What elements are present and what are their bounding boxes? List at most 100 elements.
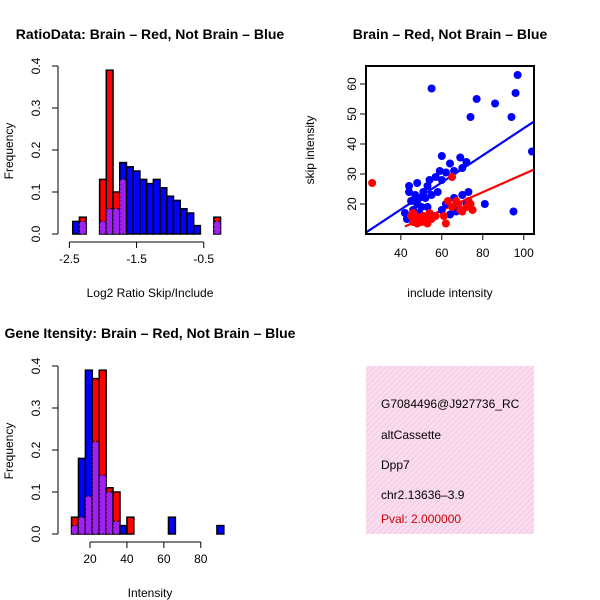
- scatter-point-notbrain: [446, 210, 454, 219]
- intensity-y-tick-label: 0.0: [29, 525, 43, 542]
- intensity-bar-notbrain: [216, 524, 225, 535]
- scatter-plot-frame: [365, 65, 535, 235]
- info-gene: Dpp7: [381, 458, 410, 472]
- ratio-bar-notbrain: [159, 187, 168, 235]
- intensity-scatter: Brain – Red, Not Brain – Blue include in…: [303, 26, 547, 300]
- scatter-point-notbrain: [423, 203, 432, 211]
- intensity-bar-overlap: [91, 441, 100, 535]
- scatter-x-tick-label: 80: [476, 246, 490, 260]
- ratio-y-tick-label: 0.3: [29, 99, 43, 116]
- info-probe: G7084496@J927736_RC: [381, 397, 520, 411]
- ratio-y-tick-label: 0.2: [29, 141, 43, 158]
- scatter-point-brain: [431, 212, 440, 220]
- ratio-bar-overlap: [78, 220, 87, 235]
- info-pval: Pval: 2.000000: [381, 512, 461, 526]
- intensity-x-tick-label: 20: [83, 552, 97, 566]
- scatter-point-notbrain: [427, 84, 436, 93]
- ratio-bar-notbrain: [139, 178, 148, 235]
- info-event-type: altCassette: [381, 428, 441, 442]
- scatter-point-notbrain: [441, 168, 450, 177]
- scatter-point-notbrain: [513, 71, 522, 79]
- ratio-y-tick-label: 0.0: [29, 225, 43, 242]
- scatter-point-notbrain: [458, 191, 467, 199]
- scatter-point-notbrain: [511, 89, 520, 97]
- ratio-bar-notbrain: [71, 220, 81, 235]
- info-panel: G7084496@J927736_RC altCassette Dpp7 chr…: [366, 366, 534, 534]
- scatter-point-notbrain: [509, 207, 518, 216]
- intensity-bar-overlap: [98, 474, 107, 535]
- scatter-point-brain: [448, 203, 457, 211]
- scatter-y-tick-label: 50: [345, 107, 359, 121]
- ratio-y-tick-label: 0.4: [29, 57, 43, 74]
- scatter-point-notbrain: [431, 173, 440, 181]
- ratio-bar-overlap: [213, 220, 222, 235]
- scatter-point-notbrain: [462, 158, 471, 166]
- scatter-title: Brain – Red, Not Brain – Blue: [353, 26, 548, 42]
- info-location: chr2.13636–3.9: [381, 488, 465, 502]
- intensity-y-tick-label: 0.3: [29, 399, 43, 416]
- ratio-x-tick-label: -0.5: [193, 252, 214, 266]
- ratio-bar-notbrain: [145, 182, 155, 235]
- scatter-point-brain: [454, 200, 463, 208]
- scatter-point-notbrain: [425, 176, 434, 184]
- ratio-bar-notbrain: [132, 170, 141, 235]
- ratio-x-label: Log2 Ratio Skip/Include: [87, 286, 214, 300]
- scatter-x-tick-label: 40: [394, 246, 408, 260]
- intensity-x-tick-label: 40: [120, 552, 134, 566]
- intensity-x-label: Intensity: [128, 586, 173, 600]
- scatter-point-notbrain: [427, 191, 436, 199]
- intensity-histogram: Gene Itensity: Brain – Red, Not Brain – …: [2, 325, 296, 600]
- intensity-y-tick-label: 0.4: [29, 357, 43, 374]
- scatter-point-notbrain: [405, 182, 414, 190]
- scatter-point-notbrain: [446, 159, 454, 168]
- scatter-point-brain: [448, 173, 457, 181]
- ratio-bar-overlap: [112, 208, 121, 235]
- ratio-title: RatioData: Brain – Red, Not Brain – Blue: [16, 26, 285, 42]
- scatter-point-notbrain: [415, 194, 424, 202]
- scatter-point-notbrain: [466, 113, 475, 121]
- intensity-y-label: Frequency: [2, 423, 16, 480]
- ratio-bar-notbrain: [179, 208, 188, 235]
- intensity-x-tick-label: 60: [157, 552, 171, 566]
- scatter-point-notbrain: [419, 188, 428, 196]
- ratio-bar-overlap: [105, 208, 114, 235]
- ratio-bar-notbrain: [152, 178, 161, 235]
- ratio-x-tick-label: -1.5: [126, 252, 147, 266]
- scatter-point-notbrain: [407, 197, 416, 205]
- scatter-point-notbrain: [417, 203, 426, 211]
- intensity-bar-overlap: [77, 516, 86, 535]
- scatter-point-notbrain: [450, 167, 459, 175]
- ratio-y-tick-label: 0.1: [29, 183, 43, 200]
- scatter-y-tick-label: 60: [345, 77, 359, 91]
- scatter-point-notbrain: [400, 209, 409, 217]
- intensity-y-tick-label: 0.1: [29, 483, 43, 500]
- scatter-y-tick-label: 30: [345, 167, 359, 181]
- scatter-y-tick-label: 40: [345, 137, 359, 151]
- scatter-point-brain: [421, 215, 430, 223]
- scatter-point-notbrain: [433, 188, 442, 196]
- scatter-x-tick-label: 100: [514, 246, 534, 260]
- scatter-point-notbrain: [464, 188, 473, 196]
- intensity-bar-overlap: [105, 491, 114, 535]
- scatter-point-notbrain: [437, 152, 446, 160]
- scatter-point-notbrain: [437, 206, 446, 214]
- scatter-point-notbrain: [491, 99, 500, 108]
- scatter-point-notbrain: [421, 194, 430, 202]
- ratio-histogram: RatioData: Brain – Red, Not Brain – Blue…: [2, 26, 284, 300]
- scatter-point-brain: [443, 197, 452, 205]
- ratio-x-tick-label: -2.5: [59, 252, 80, 266]
- scatter-point-notbrain: [472, 95, 481, 103]
- scatter-point-brain: [439, 212, 448, 220]
- ratio-bar-notbrain: [166, 195, 175, 235]
- scatter-point-notbrain: [480, 200, 489, 208]
- intensity-bar-brain: [126, 516, 135, 535]
- intensity-bar-overlap: [84, 495, 93, 535]
- scatter-point-brain: [368, 179, 377, 187]
- scatter-point-notbrain: [527, 147, 534, 156]
- scatter-point-notbrain: [423, 182, 432, 190]
- ratio-bar-notbrain: [186, 212, 195, 235]
- ratio-bar-notbrain: [125, 166, 134, 235]
- scatter-point-brain: [425, 209, 434, 217]
- scatter-point-notbrain: [435, 167, 444, 175]
